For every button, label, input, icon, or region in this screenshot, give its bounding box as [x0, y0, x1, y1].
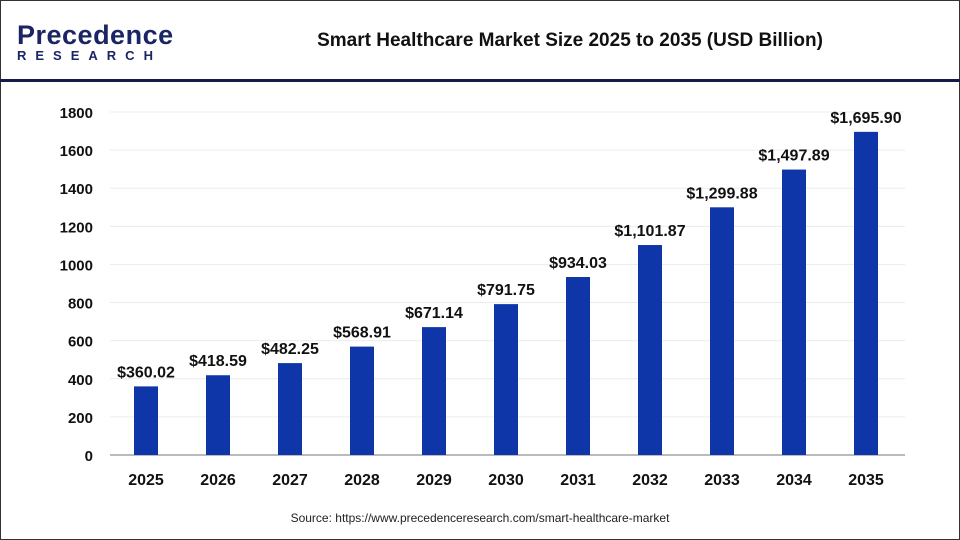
x-tick-label: 2035: [848, 472, 884, 489]
data-label: $568.91: [333, 325, 391, 342]
x-tick-label: 2025: [128, 472, 164, 489]
data-label: $418.59: [189, 353, 247, 370]
data-label: $482.25: [261, 341, 319, 358]
y-tick-label: 600: [68, 334, 93, 351]
bar: [710, 207, 734, 455]
x-tick-label: 2034: [776, 472, 812, 489]
y-tick-label: 1000: [60, 257, 93, 274]
y-tick-label: 1800: [60, 105, 93, 122]
data-label: $1,695.90: [830, 110, 901, 127]
source-note: Source: https://www.precedenceresearch.c…: [290, 511, 670, 525]
data-label: $934.03: [549, 255, 607, 272]
bar: [278, 363, 302, 455]
bar: [206, 375, 230, 455]
x-tick-label: 2030: [488, 472, 524, 489]
y-tick-label: 1400: [60, 181, 93, 198]
logo-line2: RESEARCH: [17, 48, 162, 63]
data-label: $360.02: [117, 364, 175, 381]
y-tick-label: 1200: [60, 219, 93, 236]
chart-title: Smart Healthcare Market Size 2025 to 203…: [317, 30, 823, 51]
x-tick-label: 2026: [200, 472, 236, 489]
bar: [422, 327, 446, 455]
bar: [782, 169, 806, 456]
bar: [134, 386, 158, 455]
data-label: $671.14: [405, 305, 463, 322]
bar: [350, 346, 374, 455]
header-divider: [0, 79, 960, 82]
x-tick-label: 2033: [704, 472, 740, 489]
y-tick-label: 0: [85, 448, 93, 465]
data-label: $1,299.88: [686, 185, 757, 202]
x-tick-label: 2032: [632, 472, 668, 489]
x-tick-label: 2029: [416, 472, 452, 489]
y-tick-label: 400: [68, 372, 93, 389]
y-tick-label: 200: [68, 410, 93, 427]
x-tick-label: 2027: [272, 472, 308, 489]
y-tick-label: 800: [68, 296, 93, 313]
bar: [854, 131, 878, 455]
y-tick-label: 1600: [60, 143, 93, 160]
x-tick-label: 2028: [344, 472, 380, 489]
data-label: $1,497.89: [758, 148, 829, 165]
logo: Precedence RESEARCH: [17, 20, 174, 63]
bar: [566, 277, 590, 455]
logo-line1: Precedence: [17, 20, 174, 50]
data-label: $791.75: [477, 282, 535, 299]
data-label: $1,101.87: [614, 223, 685, 240]
x-tick-label: 2031: [560, 472, 596, 489]
bar: [494, 304, 518, 455]
bar: [638, 245, 662, 455]
